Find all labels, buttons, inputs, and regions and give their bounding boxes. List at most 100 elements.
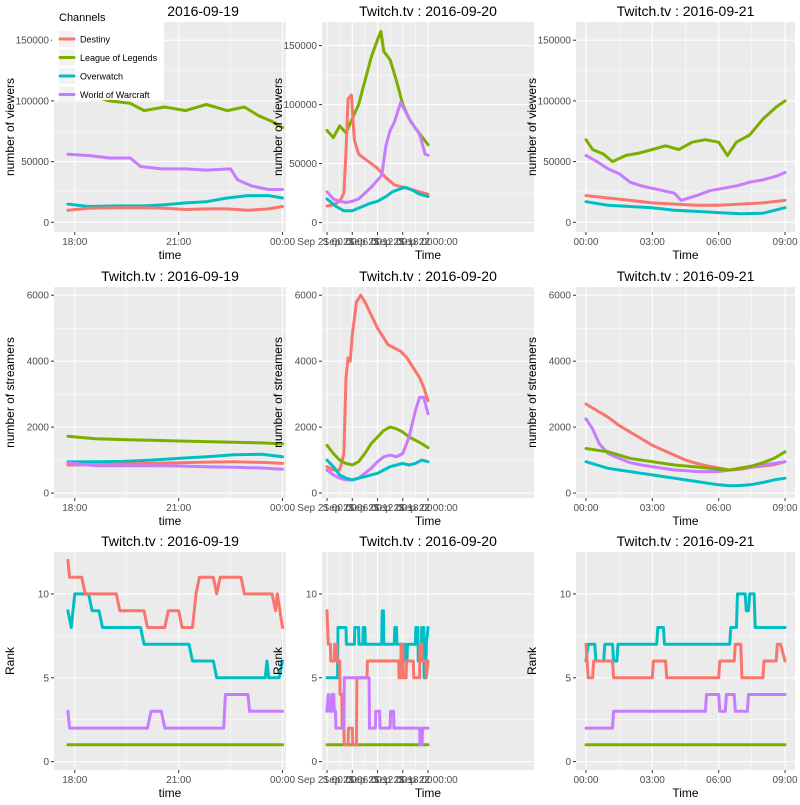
x-tick-label: Sep 22 00:00	[398, 237, 458, 248]
panel-title: Twitch.tv : 2016-09-19	[101, 268, 239, 284]
legend: Channels Destiny League of Legends Overwatc…	[52, 6, 164, 103]
x-tick-label: 09:00	[773, 775, 798, 786]
series-line-destiny	[66, 558, 284, 629]
y-tick-label: 0	[43, 218, 49, 229]
x-tick-label: Sep 21 06:00	[323, 503, 383, 514]
x-tick-label: 18:00	[62, 237, 87, 248]
panel-background	[54, 552, 286, 770]
series-line-destiny	[584, 194, 787, 207]
x-tick-label: 06:00	[706, 237, 731, 248]
panel-1-3: 0 50000 100000 150000 00:00 03:00 06:00 09:00 Tw…	[525, 3, 798, 262]
series-line-wow	[584, 154, 787, 202]
series-line-wow	[66, 461, 284, 471]
x-tick-label: 00:00	[270, 237, 295, 248]
y-tick-label: 50000	[289, 159, 317, 170]
x-axis-label: time	[159, 514, 182, 528]
x-tick-label: 03:00	[640, 237, 665, 248]
y-axis-label: number of viewers	[271, 78, 285, 176]
y-tick-label: 4000	[295, 357, 318, 368]
x-axis-label: Time	[672, 248, 699, 262]
x-tick-label: 06:00	[706, 775, 731, 786]
y-axis-label: number of streamers	[271, 337, 285, 448]
y-tick-label: 10	[306, 589, 318, 600]
series-line-wow	[66, 693, 284, 730]
y-axis-label: Rank	[3, 646, 17, 675]
series-line-lol	[325, 425, 430, 467]
x-tick-label: 00:00	[270, 503, 295, 514]
y-tick-label: 6000	[27, 291, 50, 302]
y-tick-label: 0	[43, 757, 49, 768]
panel-title: Twitch.tv : 2016-09-21	[617, 268, 755, 284]
x-tick-label: 21:00	[166, 775, 191, 786]
x-tick-label: Sep 22 00:00	[398, 503, 458, 514]
series-line-overwatch	[584, 460, 787, 488]
series-line-overwatch	[66, 452, 284, 464]
y-axis-label: number of streamers	[525, 337, 539, 448]
x-tick-label: Sep 21 00:00	[297, 237, 357, 248]
legend-label-lol: League of Legends	[80, 53, 158, 63]
panel-2-3: 0 2000 4000 6000 00:00 03:00 06:00 09:00 Twitch.…	[525, 268, 798, 528]
y-tick-label: 0	[311, 757, 317, 768]
series-line-destiny	[325, 293, 430, 472]
panel-title: Twitch.tv : 2016-09-21	[617, 3, 755, 19]
y-axis-label: number of streamers	[3, 337, 17, 448]
series-line-overwatch	[66, 592, 284, 680]
x-tick-label: 00:00	[573, 503, 598, 514]
series-line-wow	[325, 395, 430, 482]
panel-3-1: 0 5 10 18:00 21:00 00:00 Twitch.tv : 2016-09-1…	[3, 533, 295, 800]
x-tick-label: Sep 21 12:00	[348, 237, 408, 248]
panel-title: Twitch.tv : 2016-09-20	[359, 3, 497, 19]
x-tick-label: Sep 21 06:00	[323, 775, 383, 786]
series-line-overwatch	[584, 200, 787, 216]
x-axis-label: Time	[672, 786, 699, 800]
x-tick-label: Sep 21 12:00	[348, 503, 408, 514]
legend-label-destiny: Destiny	[80, 35, 111, 45]
y-tick-label: 0	[565, 218, 571, 229]
panel-title: Twitch.tv : 2016-09-20	[359, 268, 497, 284]
series-line-lol	[66, 26, 284, 130]
x-tick-label: 03:00	[640, 503, 665, 514]
x-tick-label: 09:00	[773, 237, 798, 248]
y-tick-label: 50000	[543, 157, 571, 168]
series-line-lol	[584, 99, 787, 164]
x-tick-label: 18:00	[62, 503, 87, 514]
legend-label-wow: World of Warcraft	[80, 90, 150, 100]
y-tick-label: 0	[565, 489, 571, 500]
series-line-overwatch	[66, 194, 284, 208]
series-line-lol	[584, 447, 787, 472]
y-tick-label: 10	[38, 589, 50, 600]
x-tick-label: 18:00	[62, 775, 87, 786]
x-tick-label: 21:00	[166, 503, 191, 514]
y-tick-label: 0	[565, 757, 571, 768]
panel-title: Twitch.tv : 2016-09-21	[617, 533, 755, 549]
x-tick-label: Sep 21 06:00	[323, 237, 383, 248]
y-tick-label: 5	[43, 673, 49, 684]
y-tick-label: 4000	[27, 357, 50, 368]
x-axis-label: time	[159, 786, 182, 800]
panel-3-3: 0 5 10 00:00 03:00 06:00 09:00 Twitch.tv : 2016…	[525, 533, 798, 800]
x-tick-label: Sep 21 00:00	[297, 503, 357, 514]
x-tick-label: 00:00	[573, 237, 598, 248]
legend-title: Channels	[59, 12, 106, 24]
y-tick-label: 2000	[27, 423, 50, 434]
panel-title: Twitch.tv : 2016-09-20	[359, 533, 497, 549]
series-line-wow	[325, 100, 430, 204]
y-tick-label: 150000	[538, 36, 572, 47]
x-tick-label: Sep 21 18:00	[373, 237, 433, 248]
y-tick-label: 4000	[549, 357, 572, 368]
x-axis-label: Time	[415, 514, 442, 528]
panel-2-1: 0 2000 4000 6000 18:00 21:00 00:00 Twitch.tv : …	[3, 268, 295, 528]
x-tick-label: 00:00	[573, 775, 598, 786]
legend-label-overwatch: Overwatch	[80, 72, 123, 82]
x-axis-label: Time	[672, 514, 699, 528]
y-tick-label: 150000	[16, 36, 50, 47]
x-tick-label: 21:00	[166, 237, 191, 248]
y-tick-label: 100000	[16, 96, 50, 107]
x-tick-label: 09:00	[773, 503, 798, 514]
x-tick-label: 03:00	[640, 775, 665, 786]
y-tick-label: 150000	[284, 41, 318, 52]
series-line-wow	[584, 693, 787, 730]
